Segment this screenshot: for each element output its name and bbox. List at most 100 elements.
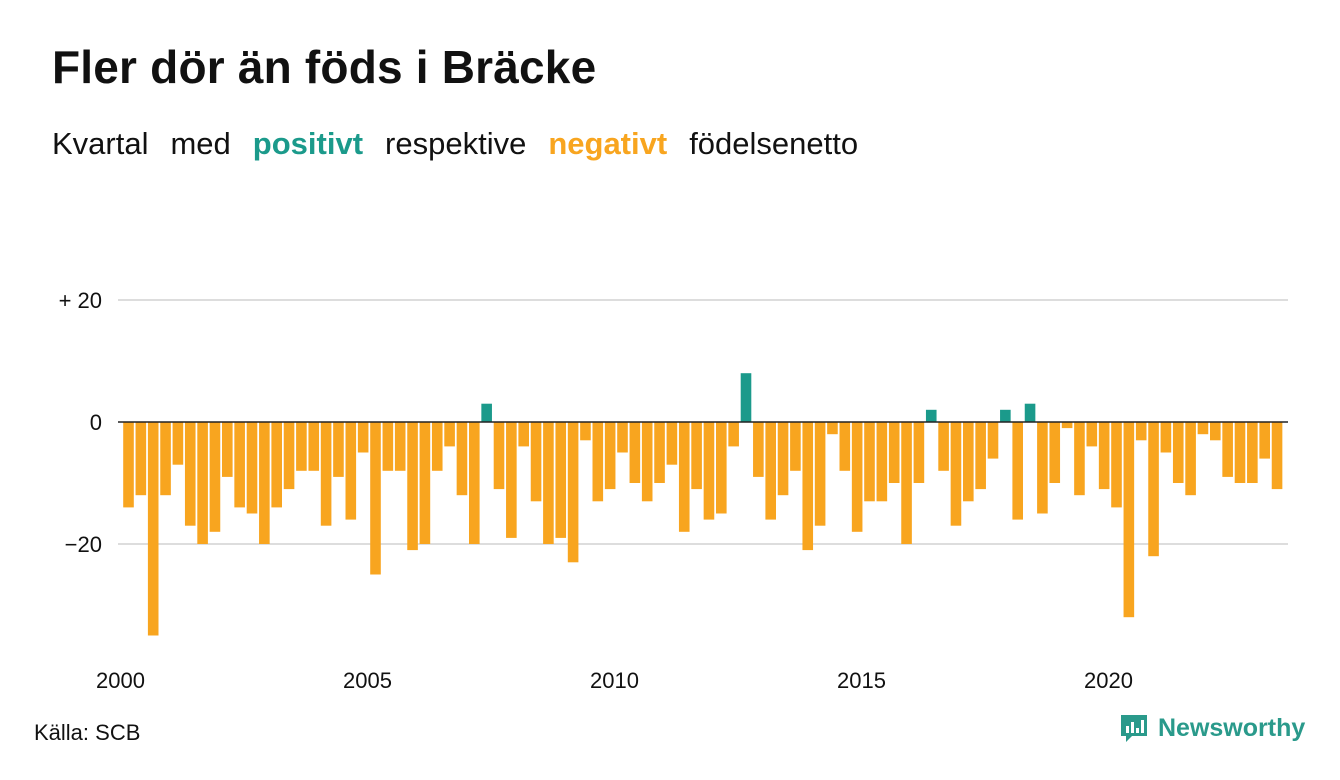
- x-tick-label: 2020: [1084, 668, 1133, 693]
- brand-name: Newsworthy: [1158, 713, 1306, 742]
- bar: [851, 422, 863, 532]
- bar: [345, 422, 357, 520]
- bar: [1123, 422, 1135, 618]
- bar: [1160, 422, 1172, 453]
- subtitle-word: med: [170, 126, 231, 161]
- bar: [777, 422, 789, 496]
- bar: [975, 422, 986, 490]
- subtitle-positive: positivt: [252, 126, 364, 161]
- bar: [1271, 422, 1283, 490]
- subtitle-word: respektive: [385, 126, 527, 161]
- bar: [481, 403, 492, 422]
- bar: [913, 422, 925, 483]
- bar: [234, 422, 245, 508]
- x-tick-label: 2000: [96, 668, 145, 693]
- bar: [1210, 422, 1221, 441]
- bar: [333, 422, 344, 477]
- chart-title: Fler dör än föds i Bräcke: [52, 41, 597, 93]
- y-tick-label: 0: [90, 410, 102, 435]
- bar: [1259, 422, 1270, 459]
- bar: [394, 422, 406, 471]
- bar: [592, 422, 604, 502]
- x-tick-label: 2005: [343, 668, 392, 693]
- bar: [320, 422, 332, 526]
- bar: [469, 422, 480, 544]
- bar: [580, 422, 591, 441]
- bar: [1086, 422, 1098, 447]
- bar: [283, 422, 295, 490]
- bar: [123, 422, 134, 508]
- bar: [357, 422, 369, 453]
- bar: [382, 422, 394, 471]
- bar: [1148, 422, 1159, 557]
- bar: [1234, 422, 1246, 483]
- bar: [271, 422, 282, 508]
- bar: [765, 422, 776, 520]
- bar: [987, 422, 999, 459]
- bar: [197, 422, 208, 544]
- bar: [296, 422, 307, 471]
- bar: [691, 422, 702, 490]
- bar: [1197, 422, 1209, 435]
- bar: [259, 422, 270, 544]
- bar: [407, 422, 418, 551]
- bar: [654, 422, 665, 483]
- bar: [864, 422, 875, 502]
- bar: [740, 373, 752, 422]
- bar: [431, 422, 443, 471]
- bar: [147, 422, 159, 636]
- x-tick-label: 2010: [590, 668, 639, 693]
- bar: [1012, 422, 1023, 520]
- bar: [703, 422, 715, 520]
- bar: [629, 422, 641, 483]
- bar: [506, 422, 517, 538]
- bar: [876, 422, 888, 502]
- bar: [617, 422, 628, 453]
- bar: [567, 422, 579, 563]
- bar: [678, 422, 690, 532]
- bar: [172, 422, 184, 465]
- subtitle-word: Kvartal: [52, 126, 149, 161]
- bar: [160, 422, 171, 496]
- bar: [518, 422, 529, 447]
- bar: [209, 422, 221, 532]
- bar: [543, 422, 554, 544]
- bar: [1037, 422, 1048, 514]
- bar: [641, 422, 653, 502]
- y-tick-label: −20: [65, 532, 102, 557]
- bar: [493, 422, 505, 490]
- bar: [839, 422, 851, 471]
- bar: [555, 422, 567, 538]
- bar: [814, 422, 826, 526]
- bar: [1222, 422, 1233, 477]
- bar: [1172, 422, 1184, 483]
- bar: [1098, 422, 1110, 490]
- bar: [1135, 422, 1147, 441]
- bar: [925, 409, 937, 422]
- bar: [901, 422, 912, 544]
- bar: [666, 422, 678, 465]
- bar: [827, 422, 838, 435]
- bar: [716, 422, 727, 514]
- bar: [1247, 422, 1258, 483]
- bar: [1074, 422, 1085, 496]
- bar: [790, 422, 801, 471]
- source-note: Källa: SCB: [34, 720, 141, 745]
- bar: [1049, 422, 1061, 483]
- bar: [1000, 409, 1011, 422]
- x-tick-label: 2015: [837, 668, 886, 693]
- bar: [370, 422, 381, 575]
- bar: [1111, 422, 1122, 508]
- bar: [1024, 403, 1036, 422]
- bar: [1061, 422, 1073, 429]
- chart-subtitle: Kvartal med positivt respektive negativt föde…: [52, 126, 880, 162]
- subtitle-negative: negativt: [548, 126, 668, 161]
- bar: [728, 422, 739, 447]
- bar: [802, 422, 814, 551]
- bar: [456, 422, 468, 496]
- bar: [419, 422, 431, 544]
- newsworthy-logo-icon: [1121, 715, 1147, 742]
- bar: [604, 422, 616, 490]
- y-tick-label: + 20: [59, 288, 102, 313]
